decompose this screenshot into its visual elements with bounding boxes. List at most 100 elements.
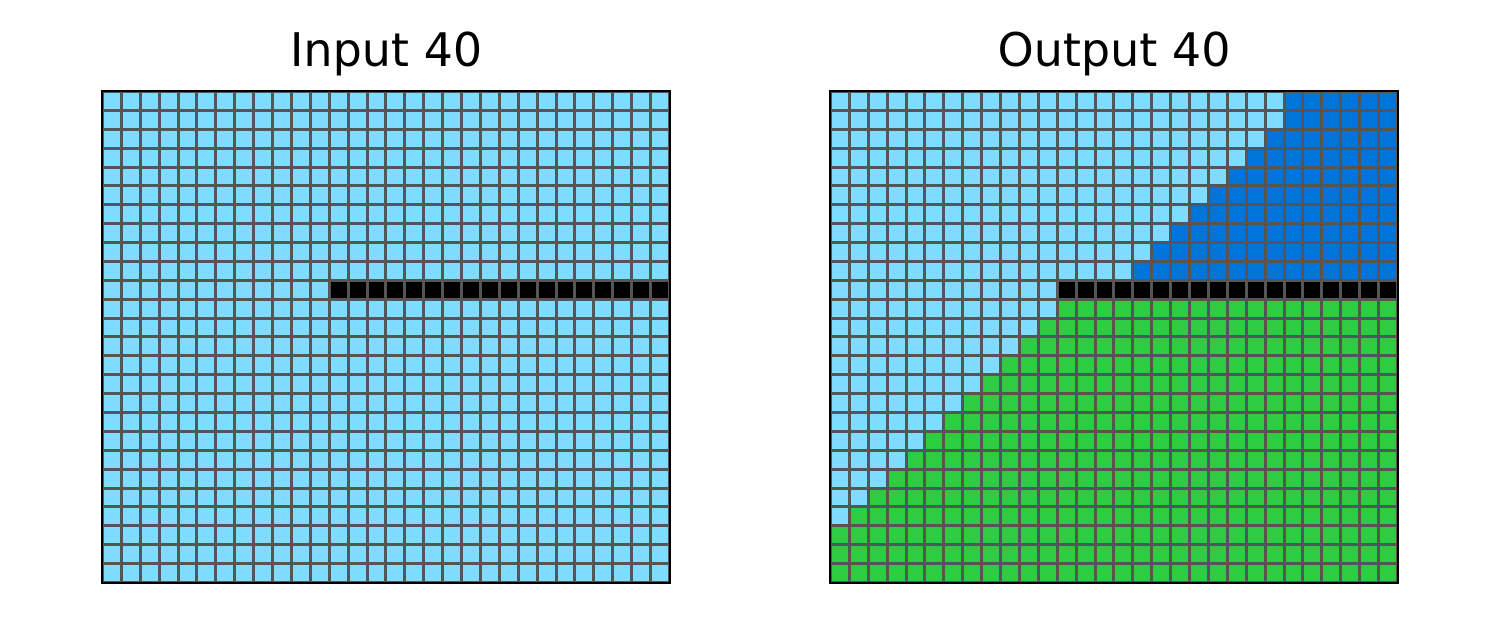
input-grid-cell xyxy=(255,432,272,449)
output-grid-cell xyxy=(1172,262,1189,279)
output-grid-cell xyxy=(1380,300,1396,317)
input-grid-cell xyxy=(311,111,328,128)
input-grid-cell xyxy=(349,244,366,260)
output-grid-cell xyxy=(1153,451,1170,468)
input-grid-cell xyxy=(481,319,498,336)
output-grid-cell xyxy=(1002,130,1018,147)
input-grid-cell xyxy=(633,149,650,166)
input-grid-cell xyxy=(614,262,631,279)
input-grid-cell xyxy=(463,262,479,279)
input-grid-cell xyxy=(122,414,139,430)
input-grid-cell xyxy=(444,432,461,449)
input-grid-cell xyxy=(236,225,253,242)
input-grid-cell xyxy=(387,168,404,185)
input-grid-cell xyxy=(104,130,120,147)
input-grid-cell xyxy=(217,338,234,355)
input-grid-cell xyxy=(444,281,461,298)
input-grid-cell xyxy=(406,149,423,166)
output-grid-cell xyxy=(1077,527,1094,544)
input-grid-cell xyxy=(519,470,536,487)
input-grid-cell xyxy=(406,451,423,468)
output-grid-cell xyxy=(1323,338,1340,355)
output-grid-cell xyxy=(983,489,1000,506)
input-grid-cell xyxy=(104,357,120,374)
input-grid-cell xyxy=(519,281,536,298)
output-grid-cell xyxy=(1323,451,1340,468)
input-grid-cell xyxy=(122,395,139,412)
input-grid-cell xyxy=(104,376,120,393)
output-grid-cell xyxy=(832,206,848,223)
input-grid-cell xyxy=(255,93,272,109)
output-grid-cell xyxy=(1323,565,1340,581)
output-grid-cell xyxy=(1342,395,1359,412)
input-grid-cell xyxy=(425,187,442,204)
input-grid-cell xyxy=(595,93,612,109)
output-grid-cell xyxy=(926,546,943,563)
output-grid-cell xyxy=(888,149,905,166)
input-grid-cell xyxy=(595,319,612,336)
output-grid-cell xyxy=(926,508,943,525)
output-grid-cell xyxy=(832,508,848,525)
input-grid-cell xyxy=(614,149,631,166)
output-grid-cell xyxy=(1247,319,1264,336)
input-grid-cell xyxy=(236,451,253,468)
input-grid-cell xyxy=(500,225,517,242)
input-grid-cell xyxy=(463,187,479,204)
input-grid-cell xyxy=(217,451,234,468)
input-grid-cell xyxy=(500,451,517,468)
input-grid-cell xyxy=(349,432,366,449)
output-grid-cell xyxy=(1172,357,1189,374)
output-grid-cell xyxy=(1285,319,1302,336)
output-grid-cell xyxy=(832,527,848,544)
input-grid-cell xyxy=(179,281,196,298)
input-grid-cell xyxy=(595,111,612,128)
input-grid-cell xyxy=(633,225,650,242)
input-grid-cell xyxy=(104,281,120,298)
input-grid-cell xyxy=(236,338,253,355)
output-grid-cell xyxy=(1058,93,1075,109)
output-grid-cell xyxy=(1134,527,1151,544)
input-grid-cell xyxy=(652,508,668,525)
input-grid-cell xyxy=(198,376,215,393)
input-grid-cell xyxy=(141,187,158,204)
input-grid-cell xyxy=(104,508,120,525)
output-grid-cell xyxy=(1285,225,1302,242)
input-grid-cell xyxy=(160,338,177,355)
input-grid-cell xyxy=(614,206,631,223)
input-grid-cell xyxy=(236,244,253,260)
input-grid-cell xyxy=(538,225,555,242)
output-grid-cell xyxy=(1380,527,1396,544)
output-grid-cell xyxy=(850,111,867,128)
output-grid-cell xyxy=(1323,168,1340,185)
input-grid-cell xyxy=(538,149,555,166)
output-grid-cell xyxy=(1134,281,1151,298)
input-grid-cell xyxy=(274,262,290,279)
input-grid-cell xyxy=(274,565,290,581)
output-grid-cell xyxy=(869,395,886,412)
output-grid-cell xyxy=(1153,508,1170,525)
output-grid-cell xyxy=(1342,187,1359,204)
output-grid-cell xyxy=(1380,149,1396,166)
output-grid-cell xyxy=(964,432,981,449)
output-grid-cell xyxy=(983,357,1000,374)
input-grid-cell xyxy=(122,225,139,242)
input-grid-cell xyxy=(425,149,442,166)
output-grid-cell xyxy=(1361,451,1378,468)
output-grid-cell xyxy=(1209,470,1226,487)
input-grid-cell xyxy=(311,93,328,109)
output-grid-cell xyxy=(1096,432,1113,449)
output-grid-cell xyxy=(1058,470,1075,487)
input-grid-cell xyxy=(444,546,461,563)
input-grid-cell xyxy=(576,244,593,260)
input-grid-cell xyxy=(311,508,328,525)
input-grid-cell xyxy=(179,168,196,185)
output-grid-cell xyxy=(1153,376,1170,393)
input-grid-cell xyxy=(217,376,234,393)
output-grid-cell xyxy=(1323,508,1340,525)
input-grid-cell xyxy=(444,130,461,147)
input-grid-cell xyxy=(179,432,196,449)
output-grid-cell xyxy=(1096,111,1113,128)
output-grid-cell xyxy=(1247,244,1264,260)
output-grid-cell xyxy=(1115,395,1132,412)
output-grid-cell xyxy=(926,565,943,581)
